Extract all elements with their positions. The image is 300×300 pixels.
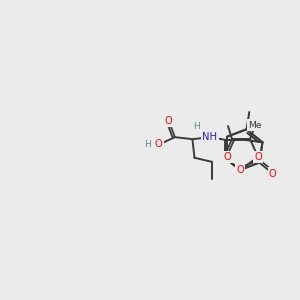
Text: O: O <box>154 139 162 149</box>
Text: Me: Me <box>248 121 262 130</box>
Text: NH: NH <box>202 132 217 142</box>
Text: O: O <box>254 152 262 162</box>
Text: O: O <box>165 116 172 126</box>
Text: O: O <box>269 169 277 179</box>
Text: H: H <box>193 122 200 131</box>
Text: O: O <box>224 152 231 162</box>
Text: H: H <box>144 140 151 149</box>
Text: O: O <box>236 165 244 175</box>
